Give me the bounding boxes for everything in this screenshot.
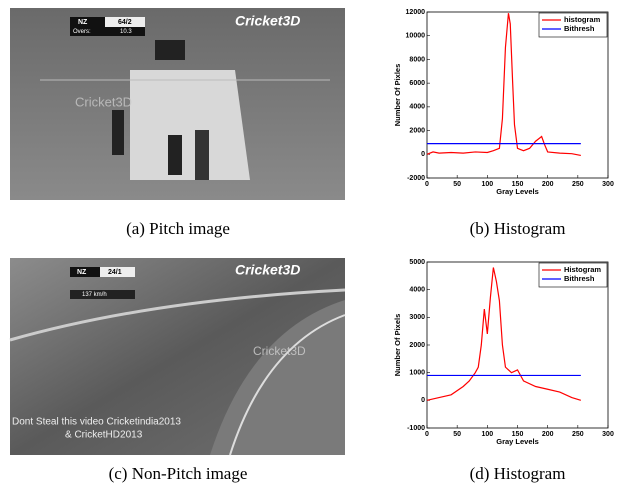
y-tick-label: 2000	[409, 342, 425, 349]
legend-label: histogram	[564, 15, 601, 24]
caption: (d) Histogram	[470, 464, 566, 483]
x-tick-label: 300	[602, 431, 614, 438]
caption: (b) Histogram	[470, 219, 566, 238]
pitch-image: NZ 64/2 Overs: 10.3 Cricket3D Cricket3D	[10, 8, 345, 200]
y-tick-label: 2000	[409, 127, 425, 134]
y-tick-label: -2000	[407, 175, 425, 182]
x-axis-label: Gray Levels	[496, 437, 539, 446]
caption: (c) Non-Pitch image	[109, 464, 248, 483]
figure: NZ 64/2 Overs: 10.3 Cricket3D Cricket3D …	[0, 0, 643, 490]
x-tick-label: 100	[481, 431, 493, 438]
speed: 137 km/h	[82, 292, 107, 298]
y-tick-label: 12000	[406, 9, 426, 16]
y-tick-label: 0	[421, 151, 425, 158]
y-tick-label: 8000	[409, 56, 425, 63]
score-team: NZ	[78, 19, 88, 26]
score-team: NZ	[77, 269, 87, 276]
legend-label: Bithresh	[564, 24, 595, 33]
watermark: Cricket3D	[253, 344, 306, 358]
non-pitch-image: NZ 24/1 137 km/h Cricket3D Cricket3D Don…	[10, 258, 345, 455]
legend-label: Bithresh	[564, 274, 595, 283]
overs: 10.3	[120, 29, 132, 35]
x-tick-label: 0	[425, 181, 429, 188]
y-tick-label: 0	[421, 397, 425, 404]
x-tick-label: 50	[453, 181, 461, 188]
y-tick-label: 4000	[409, 287, 425, 294]
x-tick-label: 0	[425, 431, 429, 438]
y-tick-label: 4000	[409, 104, 425, 111]
score: 24/1	[108, 269, 122, 276]
overs-label: Overs:	[73, 29, 91, 35]
legend-label: Histogram	[564, 265, 601, 274]
logo: Cricket3D	[235, 262, 300, 278]
x-tick-label: 250	[572, 431, 584, 438]
score: 64/2	[118, 19, 132, 26]
watermark: Cricket3D	[75, 94, 132, 109]
y-axis-label: Number Of Pixles	[393, 64, 402, 127]
x-tick-label: 300	[602, 181, 614, 188]
y-tick-label: 10000	[406, 33, 426, 40]
y-tick-label: 3000	[409, 314, 425, 321]
y-tick-label: 6000	[409, 80, 425, 87]
caption: (a) Pitch image	[126, 219, 230, 238]
x-axis-label: Gray Levels	[496, 187, 539, 196]
y-tick-label: 1000	[409, 370, 425, 377]
x-tick-label: 250	[572, 181, 584, 188]
watermark-line: Dont Steal this video Cricketindia2013	[12, 417, 181, 428]
y-tick-label: 5000	[409, 259, 425, 266]
logo: Cricket3D	[235, 13, 300, 29]
x-tick-label: 100	[481, 181, 493, 188]
watermark-line: & CricketHD2013	[65, 430, 143, 441]
y-axis-label: Number Of Pixels	[393, 314, 402, 377]
y-tick-label: -1000	[407, 425, 425, 432]
x-tick-label: 200	[542, 181, 554, 188]
x-tick-label: 200	[542, 431, 554, 438]
x-tick-label: 50	[453, 431, 461, 438]
